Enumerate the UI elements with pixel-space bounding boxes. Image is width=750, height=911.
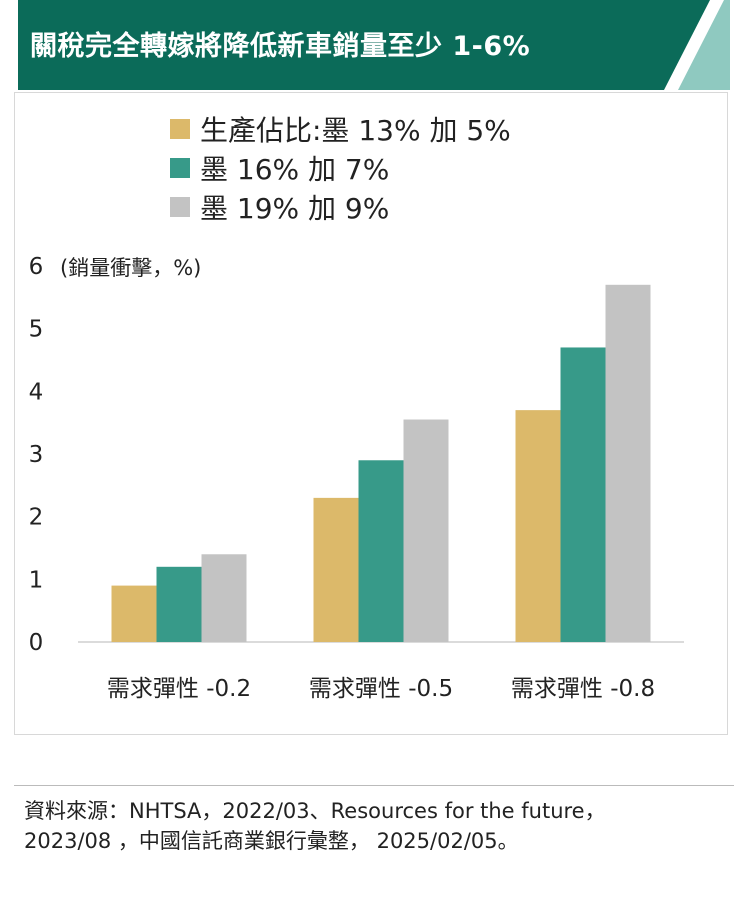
y-tick-label: 5 <box>29 317 44 343</box>
divider <box>14 785 734 786</box>
bar <box>201 554 247 642</box>
legend-swatch-gray <box>170 197 190 217</box>
legend-label: 墨 16% 加 7% <box>200 153 390 186</box>
legend-item-series-3: 墨 19% 加 9% <box>170 190 390 225</box>
legend-item-series-2: 墨 16% 加 7% <box>170 151 390 186</box>
y-tick-label: 2 <box>29 505 44 531</box>
bar <box>358 460 404 642</box>
legend-item-series-1: 生產佔比:墨 13% 加 5% <box>170 112 511 147</box>
x-tick-label: 需求彈性 -0.8 <box>511 676 655 702</box>
header-banner: 關稅完全轉嫁將降低新車銷量至少 1-6% <box>18 0 730 90</box>
bar <box>111 585 157 642</box>
header-shape <box>18 0 730 90</box>
x-tick-label: 需求彈性 -0.2 <box>107 676 251 702</box>
legend-label: 墨 19% 加 9% <box>200 192 390 225</box>
bar-chart: 0 1 2 3 4 5 6 需求彈性 -0.2 需求彈性 -0.5 需求彈性 -0.8 <box>29 254 684 702</box>
y-tick-label: 4 <box>29 379 44 405</box>
y-tick-label: 3 <box>29 442 44 468</box>
x-tick-label: 需求彈性 -0.5 <box>309 676 453 702</box>
y-axis-label: (銷量衝擊，%) <box>60 256 202 280</box>
bar <box>560 347 606 642</box>
legend-swatch-gold <box>170 119 190 139</box>
legend-label: 生產佔比:墨 13% 加 5% <box>200 114 511 147</box>
bar <box>156 566 202 642</box>
y-tick-label: 0 <box>29 630 44 656</box>
chart-panel <box>14 92 728 735</box>
source-line-2: 2023/08 ，中國信託商業銀行彙整， 2025/02/05。 <box>24 829 519 853</box>
page-title: 關稅完全轉嫁將降低新車銷量至少 1-6% <box>30 31 531 62</box>
bar <box>403 419 449 642</box>
legend-swatch-teal <box>170 158 190 178</box>
bar <box>515 410 561 642</box>
source-line-1: 資料來源：NHTSA，2022/03、Resources for the fut… <box>24 799 606 823</box>
y-tick-label: 6 <box>29 254 44 280</box>
source-note: 資料來源：NHTSA，2022/03、Resources for the fut… <box>24 796 734 856</box>
bar <box>605 284 651 642</box>
y-tick-label: 1 <box>29 567 44 593</box>
bar <box>313 497 359 642</box>
